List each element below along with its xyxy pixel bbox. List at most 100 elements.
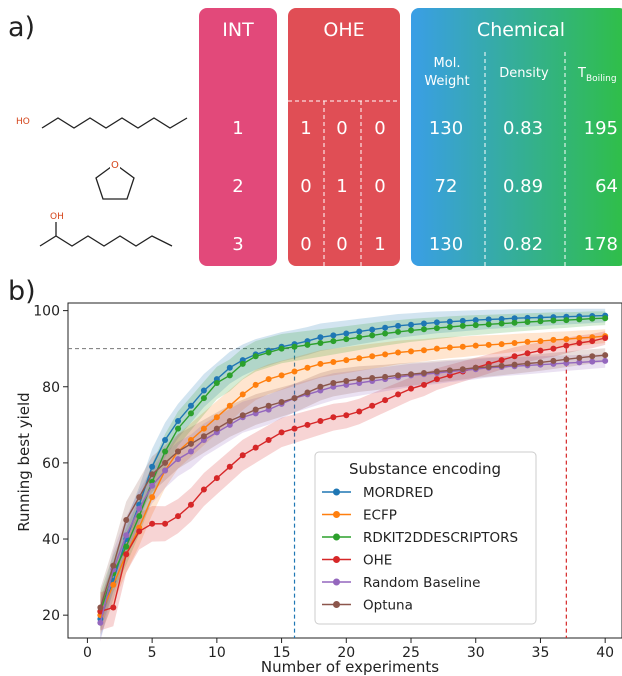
series-point-2 bbox=[304, 342, 310, 348]
series-point-1 bbox=[460, 344, 466, 350]
series-point-5 bbox=[460, 366, 466, 372]
series-point-2 bbox=[589, 316, 595, 322]
chemical-title: Chemical bbox=[477, 19, 565, 41]
series-point-4 bbox=[162, 468, 168, 474]
series-point-3 bbox=[602, 335, 608, 341]
series-point-1 bbox=[499, 341, 505, 347]
octan2ol-structure bbox=[40, 222, 172, 246]
series-point-3 bbox=[110, 605, 116, 611]
legend-marker-4 bbox=[333, 579, 340, 586]
series-point-1 bbox=[266, 376, 272, 382]
series-point-1 bbox=[149, 494, 155, 500]
series-point-5 bbox=[149, 471, 155, 477]
series-point-1 bbox=[214, 414, 220, 420]
series-point-3 bbox=[576, 340, 582, 346]
series-point-0 bbox=[408, 322, 414, 328]
series-point-1 bbox=[330, 359, 336, 365]
ohe-r2c1: 0 bbox=[300, 176, 311, 197]
series-point-3 bbox=[253, 445, 259, 451]
series-point-5 bbox=[369, 375, 375, 381]
series-point-3 bbox=[317, 418, 323, 424]
series-point-2 bbox=[317, 340, 323, 346]
legend-label-1: ECFP bbox=[363, 508, 397, 524]
series-point-4 bbox=[149, 483, 155, 489]
series-point-2 bbox=[434, 325, 440, 331]
series-point-2 bbox=[499, 321, 505, 327]
series-point-4 bbox=[589, 359, 595, 365]
chem-r3-tb: 178 bbox=[584, 234, 618, 255]
ohe-r1c3: 0 bbox=[374, 118, 385, 139]
octanol-structure bbox=[42, 118, 187, 128]
series-point-5 bbox=[447, 367, 453, 373]
x-tick-label: 35 bbox=[532, 645, 550, 661]
series-point-5 bbox=[473, 365, 479, 371]
legend-marker-5 bbox=[333, 601, 340, 608]
series-point-5 bbox=[123, 517, 129, 523]
series-point-2 bbox=[563, 317, 569, 323]
chem-r2-density: 0.89 bbox=[503, 176, 543, 197]
series-point-3 bbox=[408, 386, 414, 392]
ohe-title: OHE bbox=[323, 19, 364, 41]
legend-label-0: MORDRED bbox=[363, 485, 433, 501]
series-point-4 bbox=[97, 620, 103, 626]
legend-label-3: OHE bbox=[363, 553, 392, 569]
legend-marker-3 bbox=[333, 556, 340, 563]
x-tick-label: 10 bbox=[208, 645, 226, 661]
series-point-2 bbox=[356, 334, 362, 340]
series-point-0 bbox=[395, 323, 401, 329]
series-point-1 bbox=[512, 340, 518, 346]
series-point-3 bbox=[292, 426, 298, 432]
x-tick-label: 40 bbox=[596, 645, 614, 661]
series-point-2 bbox=[253, 353, 259, 359]
series-point-3 bbox=[240, 452, 246, 458]
series-point-1 bbox=[473, 343, 479, 349]
header-tboiling-main: T bbox=[577, 66, 586, 81]
series-point-1 bbox=[343, 357, 349, 363]
series-point-5 bbox=[421, 370, 427, 376]
series-point-2 bbox=[550, 318, 556, 324]
series-point-2 bbox=[602, 315, 608, 321]
series-point-3 bbox=[149, 521, 155, 527]
series-point-3 bbox=[421, 382, 427, 388]
series-point-1 bbox=[486, 342, 492, 348]
series-point-5 bbox=[304, 389, 310, 395]
series-point-1 bbox=[317, 361, 323, 367]
y-tick-label: 20 bbox=[42, 608, 60, 624]
series-point-3 bbox=[175, 513, 181, 519]
y-tick-label: 60 bbox=[42, 456, 60, 472]
series-point-0 bbox=[434, 319, 440, 325]
series-point-0 bbox=[149, 464, 155, 470]
series-point-5 bbox=[279, 399, 285, 405]
series-point-5 bbox=[434, 369, 440, 375]
chem-r1-mw: 130 bbox=[429, 118, 463, 139]
series-point-2 bbox=[537, 318, 543, 324]
series-point-4 bbox=[175, 456, 181, 462]
series-point-5 bbox=[240, 412, 246, 418]
series-point-3 bbox=[537, 348, 543, 354]
series-point-5 bbox=[356, 376, 362, 382]
series-point-1 bbox=[550, 337, 556, 343]
series-point-5 bbox=[317, 384, 323, 390]
series-point-3 bbox=[525, 350, 531, 356]
series-point-3 bbox=[162, 521, 168, 527]
int-value-2: 2 bbox=[232, 176, 243, 197]
octanol-oh-label: HO bbox=[16, 117, 30, 127]
series-point-2 bbox=[486, 321, 492, 327]
series-point-1 bbox=[201, 426, 207, 432]
series-point-3 bbox=[279, 429, 285, 435]
legend-title: Substance encoding bbox=[349, 460, 501, 478]
chart-xlabel: Number of experiments bbox=[261, 658, 439, 676]
series-point-5 bbox=[512, 362, 518, 368]
series-point-5 bbox=[563, 356, 569, 362]
chart-legend: Substance encoding MORDRED ECFP RDKIT2DDES… bbox=[315, 452, 536, 624]
series-point-0 bbox=[343, 330, 349, 336]
int-value-1: 1 bbox=[232, 118, 243, 139]
series-point-1 bbox=[395, 349, 401, 355]
series-point-3 bbox=[499, 357, 505, 363]
series-point-2 bbox=[240, 361, 246, 367]
series-point-5 bbox=[162, 460, 168, 466]
series-point-4 bbox=[188, 448, 194, 454]
series-point-5 bbox=[227, 418, 233, 424]
series-point-3 bbox=[188, 502, 194, 508]
series-point-5 bbox=[537, 359, 543, 365]
